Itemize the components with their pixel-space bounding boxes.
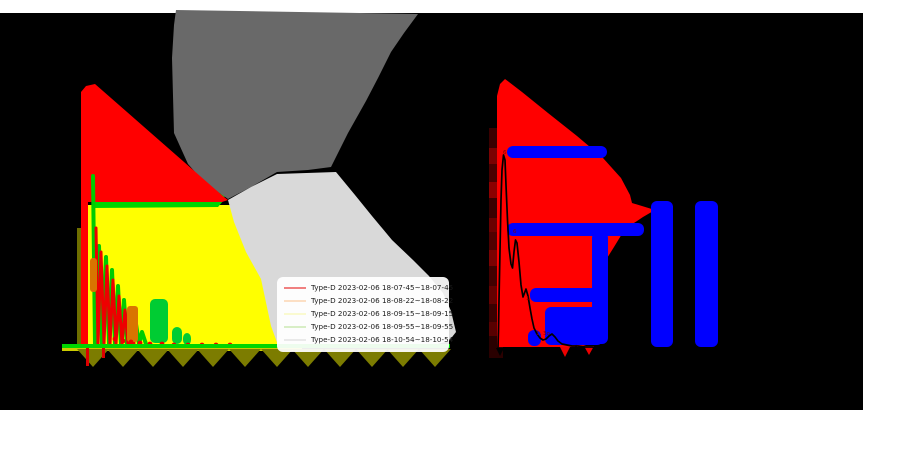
annotation-3: 1: [526, 296, 530, 302]
x-tick-glyphs: [107, 349, 139, 367]
legend-line-swatch: [284, 338, 306, 341]
legend-item-label: Type-D 2023-02-06 18-07-45~18-07-45: [311, 283, 454, 292]
left-green-blobs: [183, 333, 191, 345]
annotation-1: 6: [503, 150, 507, 156]
x-tick-glyphs: [387, 349, 419, 367]
legend-line-swatch: [284, 299, 306, 302]
x-tick-glyphs: [77, 349, 109, 367]
annotation-4: 1, 3o: [536, 331, 550, 337]
left-green-blobs: [150, 299, 168, 343]
left-red-dots: [112, 336, 118, 342]
left-red-dots: [120, 338, 126, 344]
x-tick-glyphs: [229, 349, 261, 367]
x-tick-glyphs: [419, 349, 451, 367]
left-orange-blobs: [127, 306, 138, 342]
x-tick-glyphs: [324, 349, 356, 367]
baseline-green-strip: [62, 344, 450, 348]
legend-item: Type-D 2023-02-06 18-10-54~18-10-54: [284, 333, 453, 346]
x-tick-glyphs: [261, 349, 293, 367]
legend-item-label: Type-D 2023-02-06 18-08-22~18-08-22: [311, 296, 454, 305]
legend-item-label: Type-D 2023-02-06 18-09-15~18-09-15: [311, 309, 454, 318]
right-blue-bars: [530, 288, 604, 302]
left-below-axis-spikes: [102, 348, 105, 358]
legend-item: Type-D 2023-02-06 18-09-55~18-09-55: [284, 320, 453, 333]
left-orange-blobs: [90, 258, 97, 292]
legend-item-label: Type-D 2023-02-06 18-10-54~18-10-54: [311, 335, 454, 344]
right-red-spike-1: [560, 347, 570, 357]
left-red-dots: [128, 339, 134, 345]
right-black-curve: [497, 154, 609, 349]
legend-item: Type-D 2023-02-06 18-07-45~18-07-45: [284, 281, 453, 294]
legend-line-swatch: [284, 286, 306, 289]
legend-line-swatch: [284, 325, 306, 328]
legend-item-label: Type-D 2023-02-06 18-09-55~18-09-55: [311, 322, 454, 331]
x-tick-glyphs: [137, 349, 169, 367]
x-tick-glyphs: [356, 349, 388, 367]
legend-item: Type-D 2023-02-06 18-09-15~18-09-15: [284, 307, 453, 320]
annotation-2: 6: [513, 229, 517, 235]
right-red-spike-2: [584, 346, 594, 355]
left-below-axis-spikes: [86, 348, 89, 366]
right-blue-bars: [507, 146, 607, 158]
legend-line-swatch: [284, 312, 306, 315]
legend: Type-D 2023-02-06 18-07-45~18-07-45 Type…: [277, 277, 453, 352]
x-tick-glyphs: [167, 349, 199, 367]
left-green-blobs: [172, 327, 182, 344]
right-blue-bars: [651, 201, 673, 347]
right-triangle-marker: [496, 348, 504, 356]
dark-gray-marker-blob: [172, 10, 418, 199]
left-red-band: [81, 84, 228, 347]
x-tick-glyphs: [292, 349, 324, 367]
legend-item: Type-D 2023-02-06 18-08-22~18-08-22: [284, 294, 453, 307]
right-blue-bars: [507, 223, 644, 236]
right-star-marker: ★: [572, 344, 580, 354]
right-blue-bars: [695, 201, 718, 347]
right-blue-bars: [545, 307, 603, 345]
x-tick-glyphs: [197, 349, 229, 367]
